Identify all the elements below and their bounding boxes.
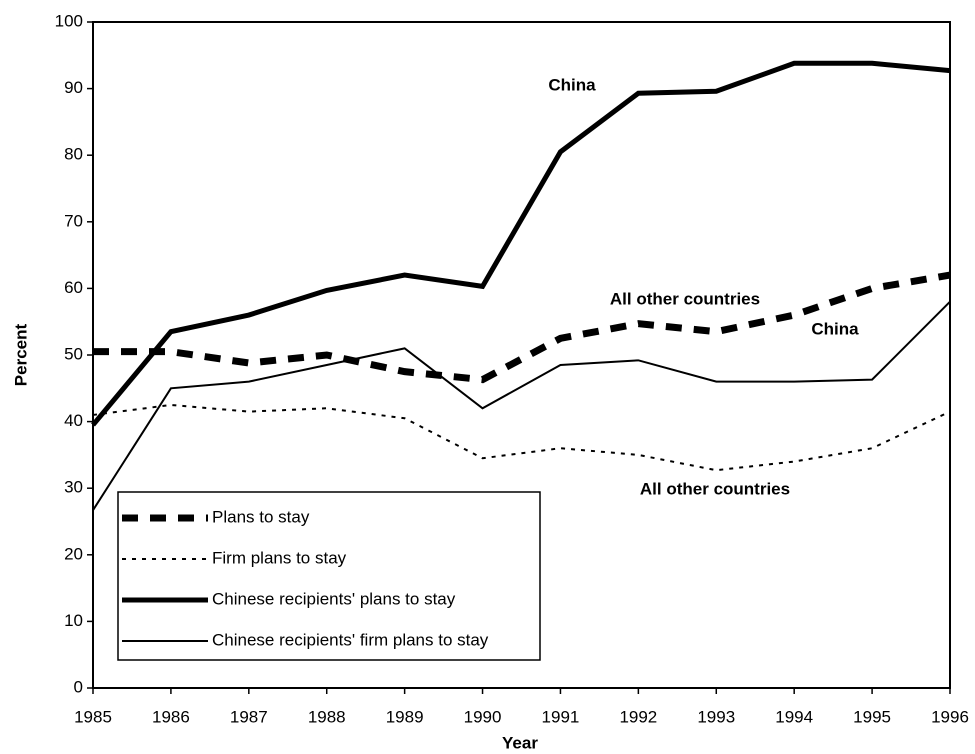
series-line xyxy=(91,60,951,427)
x-tick-label: 1986 xyxy=(152,707,190,726)
annotation: China xyxy=(548,75,596,94)
legend-label: Chinese recipients' firm plans to stay xyxy=(212,630,489,649)
x-axis-label: Year xyxy=(502,733,538,752)
x-tick-label: 1989 xyxy=(386,707,424,726)
x-tick-label: 1985 xyxy=(74,707,112,726)
x-tick-label: 1990 xyxy=(464,707,502,726)
series-line xyxy=(92,301,951,511)
x-tick-label: 1992 xyxy=(619,707,657,726)
y-tick-label: 70 xyxy=(64,211,83,230)
y-tick-label: 90 xyxy=(64,78,83,97)
x-tick-label: 1988 xyxy=(308,707,346,726)
y-tick-label: 10 xyxy=(64,611,83,630)
y-tick-label: 60 xyxy=(64,278,83,297)
annotation: All other countries xyxy=(610,289,760,308)
legend-label: Plans to stay xyxy=(212,507,310,526)
y-tick-label: 50 xyxy=(64,344,83,363)
series-line xyxy=(93,271,951,384)
annotation: China xyxy=(811,319,859,338)
series-line xyxy=(92,403,951,472)
x-tick-label: 1987 xyxy=(230,707,268,726)
y-tick-label: 100 xyxy=(55,11,83,30)
y-axis-label: Percent xyxy=(11,323,30,386)
y-tick-label: 40 xyxy=(64,411,83,430)
x-tick-label: 1994 xyxy=(775,707,813,726)
y-tick-label: 20 xyxy=(64,544,83,563)
y-tick-label: 80 xyxy=(64,145,83,164)
y-tick-label: 30 xyxy=(64,478,83,497)
x-tick-label: 1995 xyxy=(853,707,891,726)
x-tick-label: 1996 xyxy=(931,707,969,726)
legend-label: Chinese recipients' plans to stay xyxy=(212,589,456,608)
legend-label: Firm plans to stay xyxy=(212,548,347,567)
y-tick-label: 0 xyxy=(74,677,83,696)
x-tick-label: 1993 xyxy=(697,707,735,726)
x-tick-label: 1991 xyxy=(542,707,580,726)
annotation: All other countries xyxy=(640,479,790,498)
